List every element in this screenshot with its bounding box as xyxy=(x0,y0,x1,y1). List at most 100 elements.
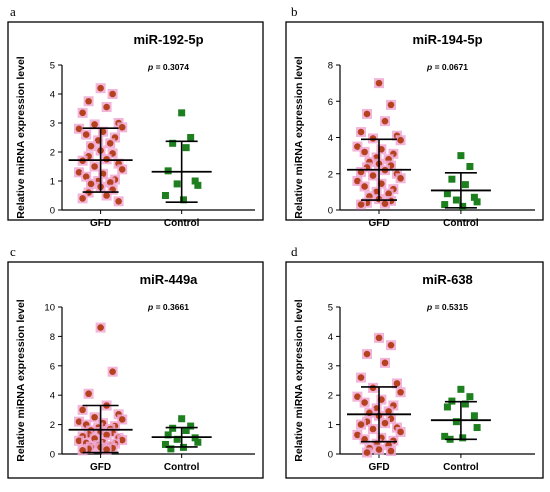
data-point xyxy=(191,177,199,185)
y-axis-label: Relative miRNA expression level xyxy=(293,299,305,462)
panel-letter: d xyxy=(291,244,298,259)
data-point xyxy=(75,418,83,425)
panel-frame xyxy=(285,21,544,221)
data-point xyxy=(87,180,95,188)
series-control xyxy=(430,152,491,210)
data-point xyxy=(194,438,202,446)
data-point xyxy=(173,435,181,443)
chart-title: miR-194-5p xyxy=(412,32,482,47)
y-tick-label: 5 xyxy=(50,61,55,72)
data-point xyxy=(178,415,186,423)
y-tick-label: 6 xyxy=(50,361,55,372)
series-control xyxy=(430,385,491,443)
x-tick-label: GFD xyxy=(368,218,389,229)
data-point xyxy=(461,181,469,189)
data-point xyxy=(457,152,465,160)
data-point xyxy=(369,384,377,392)
chart-title: miR-638 xyxy=(422,272,473,287)
data-point xyxy=(448,175,456,183)
data-point xyxy=(452,196,460,204)
panel-letter: b xyxy=(291,4,298,19)
data-point xyxy=(91,121,98,128)
data-point xyxy=(466,163,474,170)
data-point xyxy=(397,388,404,396)
y-tick-label: 8 xyxy=(328,61,333,72)
data-point xyxy=(106,179,114,186)
data-point xyxy=(103,103,110,111)
x-tick-label: Control xyxy=(443,218,479,229)
y-tick-label: 0 xyxy=(50,450,55,461)
data-point xyxy=(385,408,392,415)
data-point xyxy=(179,196,187,204)
data-point xyxy=(369,425,377,433)
y-tick-label: 10 xyxy=(44,303,55,314)
data-point xyxy=(187,422,195,430)
chart-title: miR-192-5p xyxy=(133,32,203,47)
data-point xyxy=(363,449,371,456)
data-point xyxy=(75,437,83,445)
y-axis-label: Relative miRNA expression level xyxy=(15,56,27,219)
y-tick-label: 3 xyxy=(50,119,55,130)
data-point xyxy=(369,172,377,179)
y-tick-label: 4 xyxy=(328,133,333,144)
data-point xyxy=(357,421,365,428)
y-tick-label: 2 xyxy=(328,169,333,180)
panel-frame xyxy=(7,261,264,479)
y-tick-label: 5 xyxy=(328,303,333,314)
y-tick-label: 6 xyxy=(328,97,333,108)
x-tick-label: GFD xyxy=(368,462,389,473)
chart-panel-b: b miR-194-5p p = 0.0671 0 2 4 6 8 Relative miRNA… xyxy=(285,4,544,229)
p-value-label: p = 0.3074 xyxy=(147,62,189,72)
chart-panel-c: c miR-449a p = 0.3661 0 2 4 6 8 10 Relative miRNA… xyxy=(7,244,264,479)
data-point xyxy=(79,195,86,202)
data-point xyxy=(354,177,361,185)
y-tick-label: 2 xyxy=(328,391,333,402)
data-point xyxy=(459,202,467,210)
data-point xyxy=(381,117,389,125)
data-point xyxy=(375,446,383,453)
data-point xyxy=(118,166,126,173)
data-point xyxy=(357,374,365,381)
data-point xyxy=(381,419,389,427)
data-point xyxy=(363,350,371,358)
data-point xyxy=(354,143,361,150)
series-control xyxy=(151,109,212,204)
data-point xyxy=(397,174,404,182)
data-point xyxy=(443,403,451,411)
y-tick-label: 0 xyxy=(328,450,333,461)
y-tick-label: 0 xyxy=(50,206,55,217)
data-point xyxy=(82,173,90,180)
data-point xyxy=(452,418,460,426)
data-point xyxy=(178,109,186,117)
data-point xyxy=(393,380,401,387)
data-point xyxy=(169,139,177,147)
data-point xyxy=(375,334,383,342)
y-axis-label: Relative miRNA expression level xyxy=(293,56,305,219)
data-point xyxy=(118,124,126,131)
x-tick-label: Control xyxy=(164,462,200,473)
data-point xyxy=(97,84,104,92)
data-point xyxy=(397,136,404,144)
data-point xyxy=(182,144,190,152)
data-point xyxy=(194,181,202,189)
data-point xyxy=(361,183,368,190)
chart-title: miR-449a xyxy=(140,272,199,287)
y-tick-label: 4 xyxy=(50,90,55,101)
data-point xyxy=(357,201,365,208)
data-point xyxy=(457,385,465,393)
data-point xyxy=(375,79,383,87)
panel-frame xyxy=(285,261,544,479)
data-point xyxy=(75,125,83,133)
data-point xyxy=(91,413,98,421)
y-tick-label: 1 xyxy=(328,420,333,431)
p-value-label: p = 0.5315 xyxy=(426,302,468,312)
y-tick-label: 2 xyxy=(50,420,55,431)
series-gfd xyxy=(68,83,133,207)
data-point xyxy=(470,193,478,201)
y-tick-label: 3 xyxy=(328,361,333,372)
data-point xyxy=(161,192,169,199)
data-point xyxy=(473,198,481,206)
data-point xyxy=(91,163,98,170)
panel-letter: a xyxy=(10,4,16,19)
data-point xyxy=(109,90,116,98)
